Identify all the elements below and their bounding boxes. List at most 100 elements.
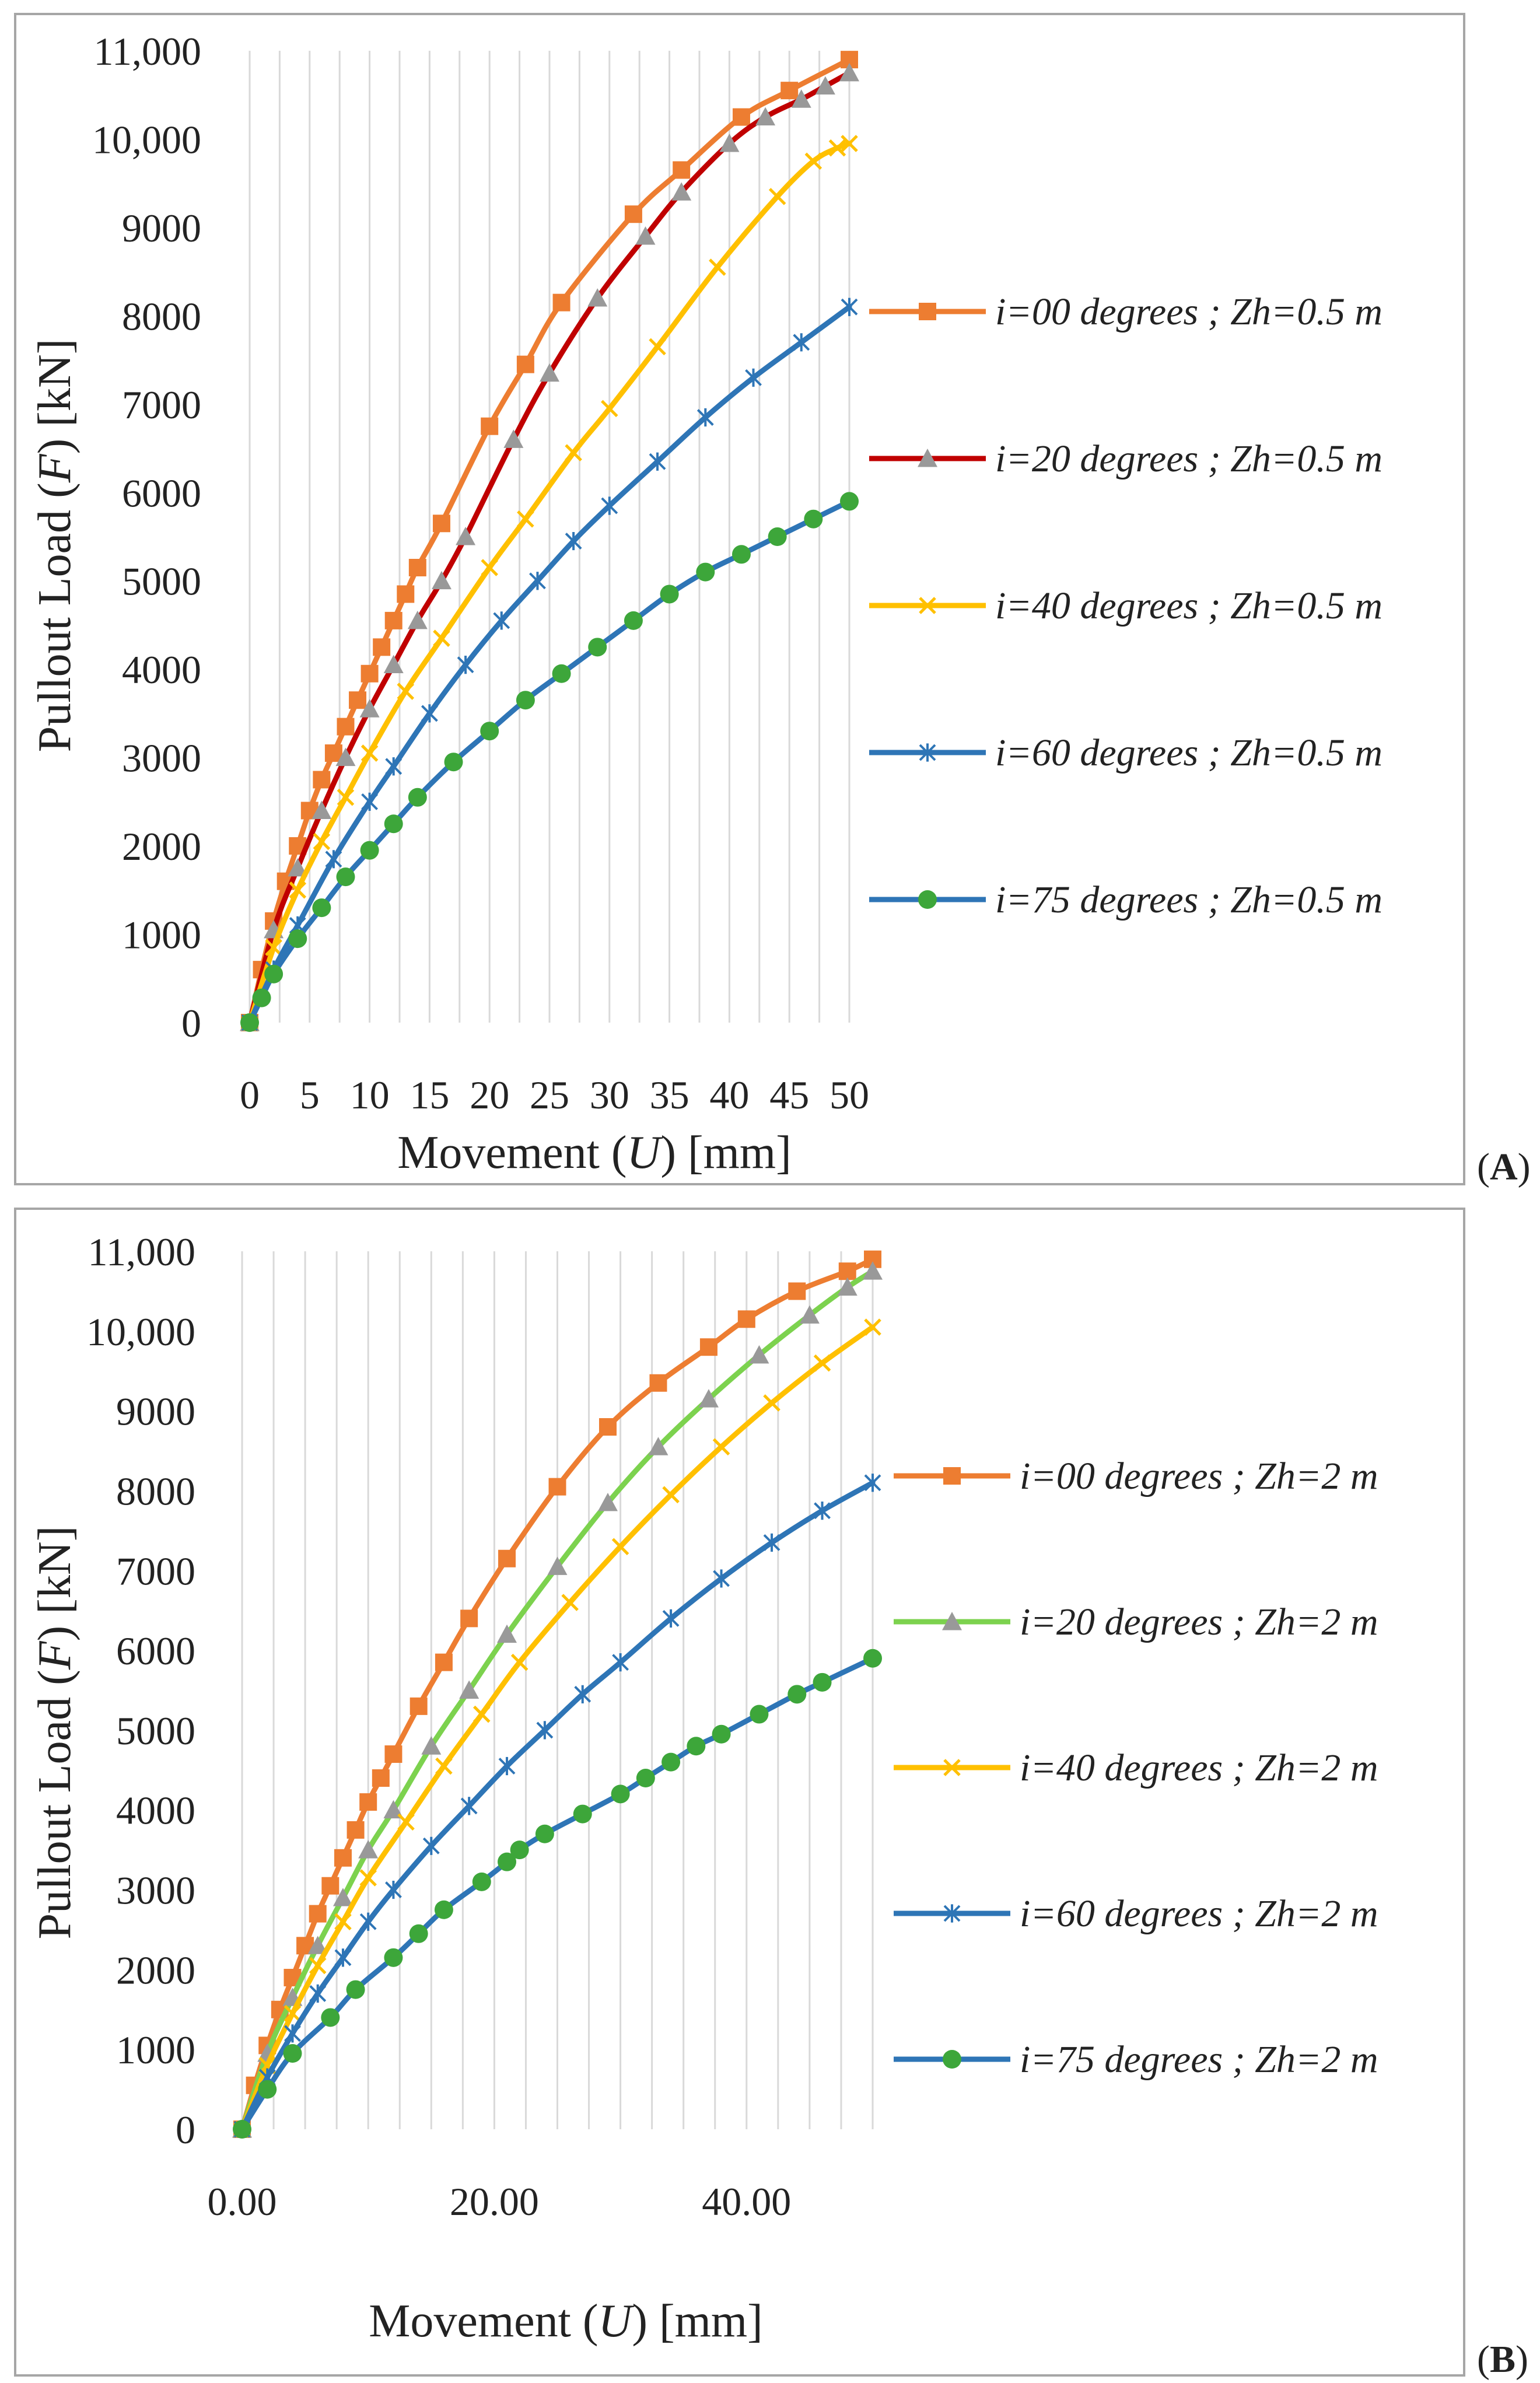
panel-b-data-point <box>309 1984 327 2003</box>
panel-b-y-tick-label: 5000 <box>116 1709 195 1753</box>
panel-a-data-point <box>635 226 656 245</box>
panel-a-data-point <box>768 188 786 205</box>
panel-b-series-4 <box>233 1649 882 2139</box>
panel-a-data-point <box>840 492 859 511</box>
panel-b-data-point <box>233 2120 251 2139</box>
panel-a-data-point <box>337 718 355 736</box>
panel-a-data-point <box>456 527 476 545</box>
panel-a-y-tick-label: 9000 <box>122 206 201 250</box>
panel-a-data-point <box>335 747 356 767</box>
panel-a-data-point <box>815 76 835 95</box>
panel-a-data-point <box>745 368 762 387</box>
panel-b-legend-item: i=60 degrees ; Zh=2 m <box>894 1892 1378 1935</box>
panel-a-series-3 <box>241 298 858 1032</box>
panel-b-data-point <box>258 2080 277 2099</box>
panel-b-legend-marker <box>943 1759 961 1776</box>
panel-b-data-point <box>864 1318 881 1336</box>
panel-a-y-tick-label: 5000 <box>122 559 201 604</box>
panel-b-legend-marker <box>943 1467 961 1485</box>
panel-a-data-point <box>839 62 859 82</box>
panel-a-data-point <box>671 182 692 201</box>
panel-b-data-point <box>397 1813 415 1831</box>
panel-a-data-point <box>696 408 714 427</box>
panel-b-data-point <box>384 1745 402 1763</box>
panel-a-series-4 <box>240 492 859 1032</box>
panel-b-y-tick-label: 11,000 <box>88 1230 195 1274</box>
panel-b-series-line <box>239 1324 876 2132</box>
panel-b-legend-item: i=75 degrees ; Zh=2 m <box>894 2038 1378 2081</box>
panel-a-legend-label: i=00 degrees ; Zh=0.5 m <box>995 291 1382 333</box>
panel-a-data-point <box>601 400 618 418</box>
panel-b-data-point <box>359 1912 377 1931</box>
panel-a-x-tick-label: 20 <box>470 1073 509 1117</box>
panel-a-data-point <box>516 355 534 373</box>
panel-b-data-point <box>763 1394 780 1412</box>
panel-a-y-tick-label: 2000 <box>122 824 201 869</box>
panel-a-data-point <box>421 704 438 723</box>
panel-b-data-point <box>838 1262 856 1280</box>
panel-b-data-point <box>321 1877 340 1895</box>
panel-a-data-point <box>719 134 740 152</box>
panel-b-data-point <box>698 1389 719 1408</box>
panel-b-data-point <box>863 1649 882 1668</box>
panel-a-series <box>240 51 859 1032</box>
panel-b-data-point <box>536 1721 554 1740</box>
panel-b-data-point <box>799 1305 820 1324</box>
panel-a-data-point <box>587 288 608 307</box>
panel-a-data-point <box>540 363 559 382</box>
panel-a-data-point <box>552 664 571 683</box>
panel-b-frame <box>14 1208 1465 2377</box>
panel-a-legend-item: i=20 degrees ; Zh=0.5 m <box>869 438 1382 480</box>
panel-b-data-point <box>435 1757 453 1775</box>
panel-b-data-point <box>497 1624 517 1643</box>
panel-a-data-point <box>517 510 534 528</box>
panel-b-legend: i=00 degrees ; Zh=2 m i=20 degrees ; Zh=2… <box>894 1455 1378 2081</box>
panel-b-data-point <box>535 1824 554 1843</box>
panel-a-data-point <box>481 417 499 435</box>
panel-b-data-point <box>510 1653 528 1671</box>
panel-b-y-tick-label: 10,000 <box>86 1310 195 1354</box>
panel-a-data-point <box>732 545 751 564</box>
panel-a-data-point <box>324 744 342 762</box>
panel-a-data-point <box>565 444 582 461</box>
panel-b-data-point <box>788 1685 807 1704</box>
panel-a-legend-label: i=60 degrees ; Zh=0.5 m <box>995 732 1382 774</box>
panel-b-legend-label: i=60 degrees ; Zh=2 m <box>1020 1892 1378 1935</box>
panel-a-legend-marker <box>919 743 936 762</box>
panel-b-data-point <box>422 1836 440 1855</box>
panel-b-data-point <box>699 1338 718 1356</box>
panel-a-data-point <box>481 559 498 576</box>
panel-b-gridlines <box>241 1251 874 2129</box>
panel-b: 0 1000 2000 3000 4000 5000 6000 7000 8000 9000 10,… <box>14 1208 1528 2381</box>
panel-a-y-tick-label: 7000 <box>122 383 201 427</box>
panel-b-data-point <box>713 1569 730 1588</box>
panel-b-data-point <box>460 1797 478 1815</box>
panel-b-data-point <box>384 1948 403 1967</box>
panel-a-data-point <box>397 683 415 700</box>
panel-a-x-tick-label: 40 <box>709 1073 749 1117</box>
panel-b-data-point <box>813 1354 831 1372</box>
panel-b-data-point <box>334 1913 352 1931</box>
panel-b-legend-label: i=00 degrees ; Zh=2 m <box>1020 1455 1378 1497</box>
panel-a-data-point <box>349 691 367 709</box>
panel-a-data-point <box>660 585 679 604</box>
panel-a-legend: i=00 degrees ; Zh=0.5 m i=20 degrees ; Zh… <box>869 291 1382 921</box>
panel-a-series-line <box>247 141 852 1026</box>
panel-b-data-point <box>788 1282 806 1300</box>
panel-b-data-point <box>346 1821 365 1839</box>
panel-a-data-point <box>288 858 308 877</box>
panel-b-data-point <box>435 1653 453 1671</box>
panel-a-y-tick-label: 0 <box>181 1001 201 1045</box>
panel-a-data-point <box>841 135 858 152</box>
panel-b-data-point <box>611 1784 630 1804</box>
panel-a-data-point <box>359 699 380 718</box>
panel-b-data-point <box>498 1852 517 1871</box>
panel-b-data-point <box>460 1609 478 1628</box>
panel-b-data-point <box>498 1549 516 1567</box>
panel-b-y-tick-label: 2000 <box>116 1948 195 1992</box>
panel-b-data-point <box>473 1705 491 1723</box>
panel-b-y-tick-label: 0 <box>176 2108 195 2152</box>
panel-b-data-point <box>321 2008 340 2027</box>
panel-a-x-tick-labels: 0 5 10 15 20 25 30 35 40 45 50 <box>240 1073 869 1117</box>
panel-a-data-point <box>793 333 810 352</box>
